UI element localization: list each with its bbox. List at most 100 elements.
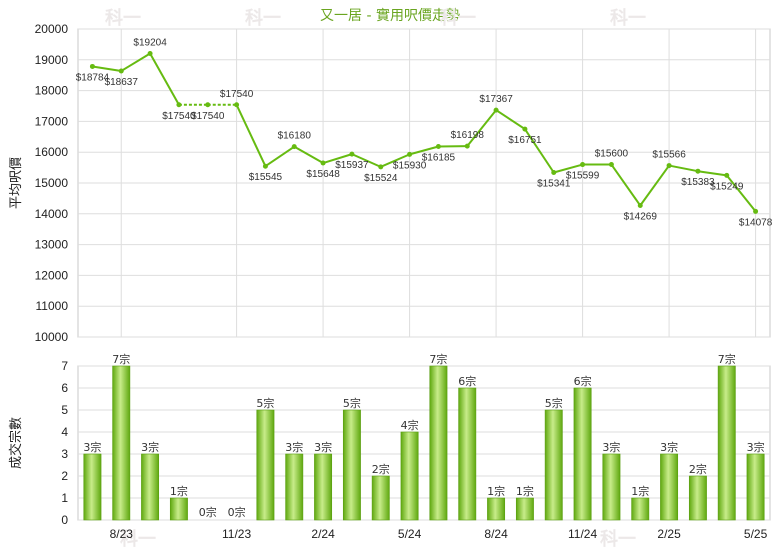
price-line-segment	[725, 174, 757, 213]
y-tick-label: 19000	[35, 53, 69, 67]
price-point	[522, 126, 528, 132]
watermark-text: 科一	[440, 7, 476, 29]
price-line-segment	[149, 53, 180, 106]
price-data-label: $16185	[422, 153, 456, 164]
price-point	[608, 162, 614, 168]
volume-bar	[573, 387, 592, 521]
volume-data-label: 4宗	[401, 418, 419, 432]
y-tick-label: 3	[61, 447, 68, 461]
y-tick-label: 11000	[36, 299, 69, 313]
y-tick-label: 16000	[35, 145, 69, 159]
price-point	[551, 169, 557, 175]
price-point	[262, 163, 268, 169]
price-data-label: $15648	[306, 169, 340, 180]
price-point	[464, 143, 470, 149]
price-line-segment	[409, 145, 439, 156]
price-data-label: $17540	[162, 111, 196, 122]
volume-bar	[285, 453, 304, 521]
price-data-label: $17367	[479, 94, 513, 105]
price-line-segment	[322, 153, 353, 164]
price-line-segment	[524, 128, 555, 174]
volume-data-label: 3宗	[285, 440, 303, 454]
volume-data-label: 5宗	[545, 396, 563, 410]
volume-data-label: 0宗	[228, 505, 246, 519]
volume-data-label: 1宗	[631, 484, 649, 498]
y-tick-label: 18000	[35, 84, 69, 98]
price-point	[205, 102, 211, 108]
volume-bar	[169, 497, 188, 521]
price-data-label: $15566	[652, 150, 686, 161]
price-data-label: $16198	[451, 130, 485, 141]
volume-bar	[544, 409, 563, 521]
volume-data-label: 1宗	[487, 484, 505, 498]
x-tick-label: 11/23	[222, 527, 251, 541]
volume-bar	[83, 453, 102, 521]
volume-bar	[400, 431, 419, 521]
volume-data-label: 0宗	[199, 505, 217, 519]
volume-data-label: 6宗	[458, 374, 476, 388]
volume-data-label: 5宗	[343, 396, 361, 410]
y-tick-label: 14000	[35, 207, 69, 221]
price-data-label: $15930	[393, 160, 427, 171]
volume-data-label: 1宗	[516, 484, 534, 498]
price-line-segment	[92, 65, 122, 72]
volume-bar-chart: 0 1 2 3 4 5 6 7 成交宗數 3宗 7宗 3宗 1宗 0宗 0宗 5宗 3宗 3宗 5宗 2宗 4宗 7宗 6宗…	[8, 352, 771, 541]
price-point	[320, 160, 326, 166]
price-data-label: $15545	[249, 172, 283, 183]
y-tick-label: 0	[61, 513, 68, 527]
price-data-label: $15341	[537, 178, 571, 189]
volume-bar	[717, 365, 736, 521]
volume-bar	[660, 453, 679, 521]
price-line-segment	[120, 52, 151, 72]
volume-data-label: 3宗	[747, 440, 765, 454]
y-tick-label: 1	[61, 491, 68, 505]
volume-data-label: 3宗	[602, 440, 620, 454]
volume-data-label: 7宗	[718, 352, 736, 366]
price-line-segment	[553, 163, 583, 174]
price-data-label: $16180	[278, 131, 312, 142]
price-point	[493, 107, 499, 113]
watermark-text: 科一	[610, 7, 646, 29]
y-tick-label: 2	[61, 469, 68, 483]
price-line-segment	[380, 153, 410, 168]
price-line-segment	[495, 109, 526, 130]
price-point	[580, 162, 586, 168]
line-y-axis-label: 平均呎價	[9, 157, 24, 209]
watermark-text: 科一	[120, 528, 156, 550]
price-point	[666, 163, 672, 169]
x-tick-label: 2/24	[311, 527, 335, 541]
volume-bar	[371, 475, 390, 521]
price-data-label: $19204	[133, 38, 167, 49]
y-tick-label: 20000	[35, 22, 69, 36]
volume-data-label: 3宗	[314, 440, 332, 454]
price-line-chart: 10000 11000 12000 13000 14000 15000 16000 17000…	[9, 22, 773, 344]
x-tick-label: 8/23	[110, 527, 134, 541]
volume-data-label: 3宗	[83, 440, 101, 454]
volume-bar	[602, 453, 621, 521]
y-tick-label: 12000	[35, 268, 69, 282]
volume-bar	[256, 409, 275, 521]
price-point	[753, 208, 759, 214]
x-tick-label: 5/24	[398, 527, 422, 541]
watermark-text: 科一	[105, 7, 141, 29]
volume-data-label: 7宗	[429, 352, 447, 366]
volume-bar	[487, 497, 506, 521]
bar-plot-area	[77, 365, 771, 521]
x-tick-label: 5/25	[744, 527, 768, 541]
price-point	[176, 102, 182, 108]
volume-bar	[746, 453, 765, 521]
price-line-segment	[293, 145, 324, 164]
price-data-label: $17540	[191, 111, 225, 122]
x-tick-label: 8/24	[484, 527, 508, 541]
volume-data-label: 2宗	[689, 462, 707, 476]
price-line-segment	[697, 170, 727, 177]
price-point	[695, 168, 701, 174]
volume-data-label: 3宗	[660, 440, 678, 454]
price-point	[637, 203, 643, 209]
watermark-text: 科一	[600, 528, 636, 550]
price-line-segment	[668, 164, 699, 173]
price-data-label: $16751	[508, 135, 542, 146]
price-data-label: $15524	[364, 173, 398, 184]
price-data-label: $18637	[105, 77, 139, 88]
